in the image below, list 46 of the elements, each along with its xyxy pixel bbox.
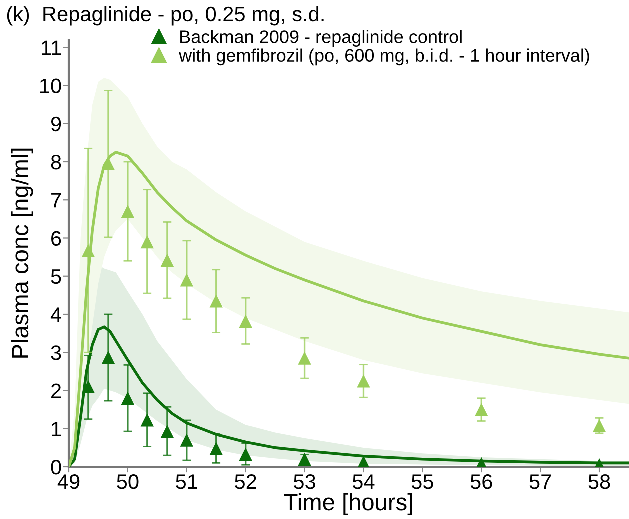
- x-tick-label: 51: [176, 474, 198, 490]
- y-tick-label: 9: [51, 116, 62, 132]
- point: [210, 294, 223, 308]
- y-tick-label: 5: [51, 270, 62, 284]
- point: [298, 352, 312, 365]
- x-tick-label: 57: [530, 474, 552, 490]
- x-tick-label: 58: [588, 474, 610, 490]
- point: [82, 380, 96, 394]
- point: [239, 314, 252, 328]
- x-tick-label: 52: [235, 474, 256, 490]
- point: [239, 448, 252, 462]
- point: [180, 274, 194, 287]
- point: [140, 235, 154, 249]
- x-tick-label: 53: [294, 474, 316, 490]
- y-tick-label: 0: [51, 460, 62, 475]
- x-tick-label: 49: [58, 474, 80, 490]
- point: [160, 254, 174, 267]
- y-tick-label: 1: [52, 422, 62, 436]
- point: [121, 392, 135, 405]
- point: [298, 452, 312, 466]
- y-tick-label: 10: [40, 78, 62, 94]
- legend-label: Backman 2009 - repaglinide control: [180, 30, 462, 47]
- y-axis-title: Plasma conc [ng/ml]: [11, 148, 34, 358]
- x-tick-label: 54: [352, 474, 375, 490]
- legend-label: with gemfibrozil (po, 600 mg, b.i.d. - 1 hour interval): [179, 48, 590, 66]
- y-tick-label: 7: [52, 193, 62, 208]
- chart-title: (k) Repaglinide - po, 0.25 mg, s.d.: [7, 6, 324, 26]
- point: [210, 442, 223, 456]
- x-tick-label: 56: [470, 474, 492, 490]
- y-tick-label: 2: [52, 384, 62, 398]
- point: [357, 374, 370, 388]
- x-tick-label: 55: [412, 474, 434, 490]
- y-tick-label: 6: [52, 231, 62, 246]
- x-axis-title: Time [hours]: [284, 493, 412, 516]
- x-tick-label: 50: [117, 474, 139, 490]
- y-tick-label: 8: [51, 155, 62, 170]
- point: [180, 434, 194, 447]
- y-tick-label: 3: [51, 346, 62, 360]
- point: [121, 204, 135, 218]
- y-tick-label: 11: [42, 40, 62, 56]
- y-tick-label: 4: [50, 308, 62, 322]
- point: [140, 414, 154, 427]
- point: [82, 244, 96, 258]
- point: [102, 350, 116, 364]
- point: [475, 403, 488, 416]
- point: [160, 424, 174, 438]
